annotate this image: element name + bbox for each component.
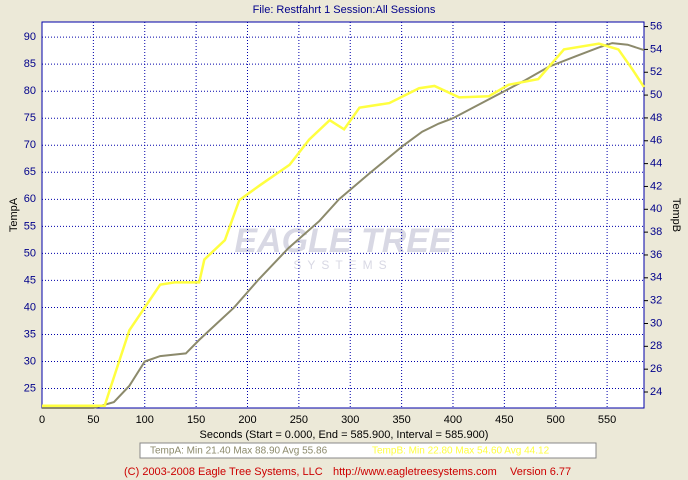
y2-tick-label: 52 bbox=[650, 66, 662, 78]
y-tick-label: 70 bbox=[24, 139, 36, 151]
y2-tick-label: 32 bbox=[650, 295, 662, 307]
y-tick-label: 90 bbox=[24, 31, 36, 43]
x-tick-label: 150 bbox=[187, 414, 205, 426]
y-tick-label: 85 bbox=[24, 58, 36, 70]
x-tick-label: 250 bbox=[290, 414, 308, 426]
y-tick-label: 30 bbox=[24, 355, 36, 367]
y-axis-label: TempA bbox=[8, 197, 20, 232]
y2-tick-label: 42 bbox=[650, 180, 662, 192]
y2-tick-label: 34 bbox=[650, 272, 662, 284]
y-tick-label: 25 bbox=[24, 382, 36, 394]
plot-area bbox=[41, 21, 645, 409]
y2-tick-label: 44 bbox=[650, 158, 662, 170]
x-tick-label: 200 bbox=[238, 414, 256, 426]
y2-tick-label: 38 bbox=[650, 226, 662, 238]
y2-axis-label: TempB bbox=[670, 198, 682, 232]
x-tick-label: 0 bbox=[39, 414, 45, 426]
y2-tick-label: 24 bbox=[650, 386, 662, 398]
y-tick-label: 50 bbox=[24, 247, 36, 259]
series-line bbox=[42, 42, 645, 409]
y-tick-label: 80 bbox=[24, 85, 36, 97]
x-tick-label: 100 bbox=[136, 414, 154, 426]
chart-title: File: Restfahrt 1 Session:All Sessions bbox=[253, 4, 436, 16]
y2-tick-label: 46 bbox=[650, 135, 662, 147]
x-axis-label: Seconds (Start = 0.000, End = 585.900, I… bbox=[200, 429, 489, 441]
y-tick-label: 75 bbox=[24, 112, 36, 124]
y2-tick-label: 26 bbox=[650, 363, 662, 375]
y2-tick-label: 40 bbox=[650, 203, 662, 215]
legend bbox=[139, 442, 597, 459]
y2-tick-label: 54 bbox=[650, 43, 662, 55]
y-tick-label: 60 bbox=[24, 193, 36, 205]
x-tick-label: 500 bbox=[547, 414, 565, 426]
y-tick-label: 40 bbox=[24, 301, 36, 313]
x-tick-label: 300 bbox=[341, 414, 359, 426]
y2-tick-label: 36 bbox=[650, 249, 662, 261]
legend-entry: TempA: Min 21.40 Max 88.90 Avg 55.86 bbox=[150, 446, 328, 457]
y-tick-label: 55 bbox=[24, 220, 36, 232]
y2-tick-label: 30 bbox=[650, 317, 662, 329]
y-tick-label: 35 bbox=[24, 328, 36, 340]
y2-tick-label: 48 bbox=[650, 112, 662, 124]
footer-copyright: (C) 2003-2008 Eagle Tree Systems, LLC bbox=[124, 466, 323, 478]
watermark: EAGLE TREE bbox=[234, 222, 453, 260]
y-tick-label: 45 bbox=[24, 274, 36, 286]
footer-version: Version 6.77 bbox=[510, 466, 571, 478]
legend-entry: TempB: Min 22.80 Max 54.60 Avg 44.12 bbox=[372, 446, 550, 457]
series-line bbox=[42, 42, 646, 407]
x-tick-label: 350 bbox=[392, 414, 410, 426]
y2-tick-label: 28 bbox=[650, 340, 662, 352]
x-tick-label: 50 bbox=[87, 414, 99, 426]
watermark: SYSTEMS bbox=[293, 258, 392, 272]
y-tick-label: 65 bbox=[24, 166, 36, 178]
y2-tick-label: 50 bbox=[650, 89, 662, 101]
footer-url: http://www.eagletreesystems.com bbox=[333, 466, 497, 478]
x-tick-label: 550 bbox=[598, 414, 616, 426]
x-tick-label: 450 bbox=[495, 414, 513, 426]
y2-tick-label: 56 bbox=[650, 20, 662, 32]
x-tick-label: 400 bbox=[444, 414, 462, 426]
